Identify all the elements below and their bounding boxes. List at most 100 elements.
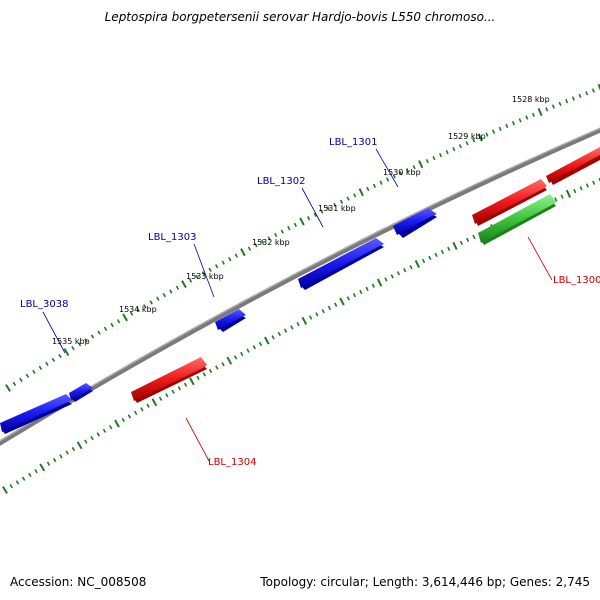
outer-ring-tick [525, 115, 529, 120]
outer-ring-tick [558, 101, 562, 107]
inner-ring-tick [53, 457, 57, 463]
gene-label-lbl-1303[interactable]: LBL_1303 [148, 232, 196, 243]
gene-label-lbl-1302[interactable]: LBL_1302 [257, 176, 305, 187]
outer-ring-tick [5, 384, 11, 392]
gene-forward-2[interactable] [298, 238, 384, 290]
inner-ring-tick [315, 312, 319, 317]
inner-ring-tick [15, 480, 20, 485]
outer-ring-tick [195, 274, 199, 280]
outer-ring-tick [492, 129, 496, 134]
outer-ring-tick [299, 217, 305, 226]
inner-ring-tick [403, 268, 407, 273]
inner-ring-tick [171, 389, 175, 394]
scale-label-1529: 1529 kbp [448, 132, 486, 141]
gene-reverse-1[interactable] [546, 147, 600, 185]
outer-ring-tick [208, 267, 212, 272]
leader-line-lbl-1301 [375, 148, 399, 188]
outer-ring-tick [71, 346, 75, 351]
inner-ring-tick [215, 365, 219, 370]
inner-ring-tick [221, 362, 225, 367]
gene-label-lbl-3038[interactable]: LBL_3038 [20, 299, 68, 310]
inner-ring-tick [447, 246, 451, 252]
inner-ring-tick [592, 180, 596, 185]
inner-ring-tick [565, 189, 572, 198]
outer-ring-tick [565, 99, 569, 104]
outer-ring-tick [531, 112, 535, 118]
inner-ring-tick [158, 396, 163, 401]
gene-forward-3[interactable] [215, 309, 246, 332]
inner-ring-tick [183, 382, 188, 387]
outer-ring-tick [372, 183, 377, 188]
outer-ring-tick [38, 365, 43, 371]
inner-ring-tick [414, 259, 420, 269]
outer-ring-tick [571, 96, 575, 101]
outer-ring-tick [25, 373, 30, 379]
outer-ring-tick [97, 330, 101, 335]
inner-ring-tick [359, 289, 363, 295]
gene-label-lbl-1300[interactable]: LBL_1300 [553, 275, 600, 286]
inner-ring-tick [102, 428, 107, 433]
outer-ring-tick [188, 278, 193, 283]
inner-ring-tick [114, 419, 120, 428]
outer-ring-tick [313, 212, 317, 218]
inner-ring-tick [334, 302, 338, 307]
leader-line-lbl-1303 [193, 243, 215, 298]
inner-ring-tick [396, 271, 401, 276]
outer-ring-tick [418, 160, 424, 169]
inner-ring-tick [165, 393, 169, 398]
inner-ring-tick [339, 297, 345, 306]
outer-ring-tick [458, 144, 462, 149]
outer-ring-tick [438, 152, 443, 158]
outer-ring-tick [162, 292, 166, 298]
scale-label-1531: 1531 kbp [318, 204, 356, 213]
inner-ring-tick [127, 414, 132, 419]
outer-ring-tick [597, 83, 600, 91]
inner-ring-tick [290, 325, 294, 330]
outer-ring-tick [386, 177, 390, 182]
inner-ring-tick [96, 432, 100, 437]
outer-ring-tick [201, 271, 206, 276]
inner-ring-tick [2, 486, 8, 494]
scale-label-1528: 1528 kbp [512, 95, 550, 104]
outer-ring-tick [136, 307, 140, 313]
inner-ring-tick [428, 255, 432, 261]
outer-ring-tick [181, 280, 187, 289]
inner-ring-tick [76, 441, 83, 450]
outer-ring-tick [425, 158, 429, 164]
inner-ring-tick [65, 450, 69, 455]
inner-ring-tick [109, 425, 113, 430]
outer-ring-tick [412, 165, 416, 170]
outer-ring-tick [45, 361, 49, 367]
outer-ring-tick [234, 253, 239, 258]
inner-ring-tick [177, 386, 182, 391]
inner-ring-tick [90, 435, 94, 441]
inner-ring-tick [409, 264, 413, 270]
inner-ring-tick [34, 469, 38, 474]
gene-forward-5[interactable] [0, 394, 72, 434]
inner-ring-tick [277, 331, 282, 337]
outer-ring-tick [392, 174, 396, 179]
scale-label-1535: 1535 kbp [52, 337, 90, 346]
inner-ring-tick [371, 283, 375, 288]
outer-ring-tick [254, 243, 258, 248]
inner-ring-tick [59, 454, 63, 459]
scale-label-1533: 1533 kbp [186, 272, 224, 281]
gene-forward-4[interactable] [69, 383, 93, 402]
outer-ring-tick [405, 168, 410, 173]
gene-reverse-2[interactable] [472, 179, 547, 226]
inner-ring-tick [151, 398, 158, 407]
gene-label-lbl-1304[interactable]: LBL_1304 [208, 457, 256, 468]
gene-other-1[interactable] [478, 194, 556, 245]
outer-ring-tick [156, 296, 160, 301]
outer-ring-tick [353, 193, 357, 198]
outer-ring-tick [477, 133, 483, 142]
outer-ring-tick [287, 226, 291, 231]
outer-ring-tick [116, 319, 121, 324]
gene-forward-1[interactable] [393, 208, 437, 238]
outer-ring-tick [399, 171, 403, 176]
gene-label-lbl-1301[interactable]: LBL_1301 [329, 137, 377, 148]
gene-reverse-3[interactable] [131, 357, 207, 403]
outer-ring-tick [77, 342, 82, 347]
outer-ring-tick [110, 322, 114, 328]
inner-ring-tick [202, 372, 206, 377]
